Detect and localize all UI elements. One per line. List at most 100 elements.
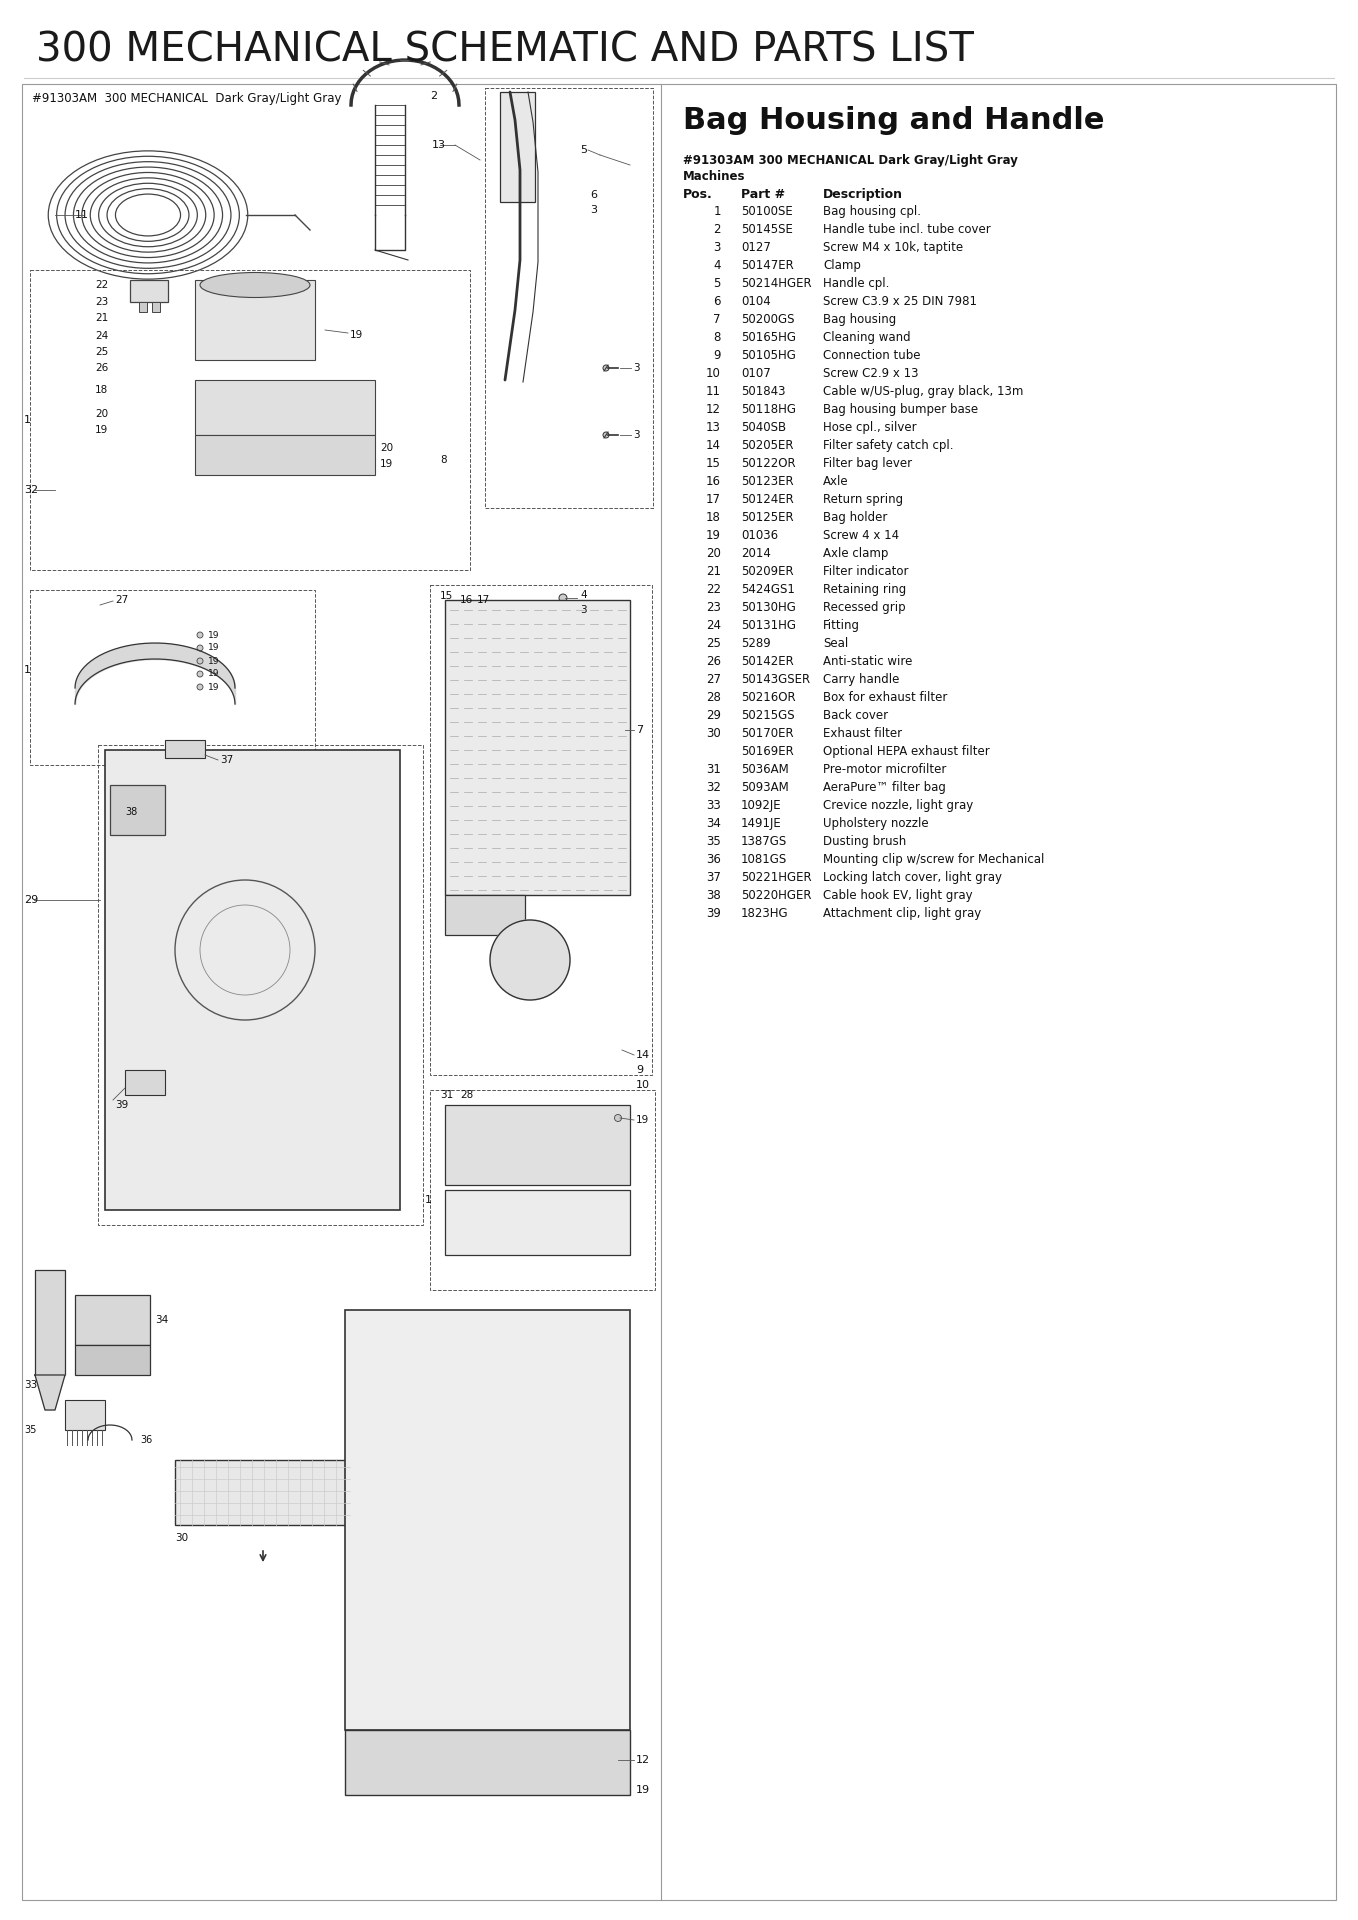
- Text: 19: 19: [706, 530, 721, 541]
- Text: 17: 17: [477, 595, 490, 605]
- Text: 13: 13: [706, 420, 721, 434]
- Text: 7: 7: [636, 726, 644, 735]
- Text: 35: 35: [24, 1425, 37, 1434]
- Text: 5289: 5289: [741, 637, 771, 651]
- Text: 5424GS1: 5424GS1: [741, 584, 794, 595]
- Bar: [125, 1069, 166, 1094]
- Text: 19: 19: [208, 630, 220, 639]
- Text: 9: 9: [713, 349, 721, 363]
- Text: Return spring: Return spring: [823, 493, 903, 507]
- Bar: [485, 88, 653, 509]
- Bar: [166, 739, 205, 758]
- Text: 29: 29: [706, 708, 721, 722]
- Text: 3: 3: [633, 430, 640, 440]
- Text: 14: 14: [636, 1050, 650, 1060]
- Text: Recessed grip: Recessed grip: [823, 601, 906, 614]
- Text: Filter bag lever: Filter bag lever: [823, 457, 913, 470]
- Bar: [445, 895, 526, 935]
- Bar: [430, 1091, 655, 1290]
- Ellipse shape: [615, 1114, 622, 1121]
- Bar: [105, 751, 401, 1210]
- Text: 300 MECHANICAL SCHEMATIC AND PARTS LIST: 300 MECHANICAL SCHEMATIC AND PARTS LIST: [37, 31, 974, 69]
- Text: Bag Housing and Handle: Bag Housing and Handle: [683, 106, 1104, 134]
- Ellipse shape: [197, 632, 202, 637]
- Text: Seal: Seal: [823, 637, 849, 651]
- Text: 19: 19: [636, 1116, 649, 1125]
- Text: 3: 3: [580, 605, 587, 614]
- Text: Description: Description: [823, 188, 903, 202]
- Bar: [500, 92, 535, 202]
- Text: Clamp: Clamp: [823, 259, 861, 273]
- Text: 19: 19: [208, 657, 220, 666]
- Text: Bag housing bumper base: Bag housing bumper base: [823, 403, 978, 417]
- Text: 01036: 01036: [741, 530, 778, 541]
- Text: 1: 1: [425, 1194, 432, 1206]
- Text: 50216OR: 50216OR: [741, 691, 796, 705]
- Circle shape: [490, 920, 570, 1000]
- Text: Crevice nozzle, light gray: Crevice nozzle, light gray: [823, 799, 974, 812]
- Text: 50100SE: 50100SE: [741, 205, 793, 219]
- Bar: [175, 1459, 350, 1524]
- Text: Bag holder: Bag holder: [823, 511, 887, 524]
- Text: 39: 39: [706, 906, 721, 920]
- Text: 28: 28: [460, 1091, 473, 1100]
- Text: Axle clamp: Axle clamp: [823, 547, 888, 561]
- Text: Retaining ring: Retaining ring: [823, 584, 906, 595]
- Text: 19: 19: [636, 1786, 650, 1795]
- Text: 50143GSER: 50143GSER: [741, 674, 811, 685]
- Text: 8: 8: [440, 455, 447, 465]
- Text: 16: 16: [706, 474, 721, 488]
- Ellipse shape: [197, 670, 202, 678]
- Text: 19: 19: [350, 330, 363, 340]
- Text: 36: 36: [140, 1434, 152, 1446]
- Text: Connection tube: Connection tube: [823, 349, 921, 363]
- Text: 20: 20: [706, 547, 721, 561]
- Text: 32: 32: [24, 486, 38, 495]
- Text: 4: 4: [580, 589, 587, 599]
- Text: 39: 39: [115, 1100, 128, 1110]
- Text: Axle: Axle: [823, 474, 849, 488]
- Text: Cable hook EV, light gray: Cable hook EV, light gray: [823, 889, 972, 902]
- Text: 21: 21: [706, 564, 721, 578]
- Text: 50147ER: 50147ER: [741, 259, 793, 273]
- Text: Bag housing cpl.: Bag housing cpl.: [823, 205, 921, 219]
- Ellipse shape: [200, 273, 310, 298]
- Text: 31: 31: [706, 762, 721, 776]
- Text: Mounting clip w/screw for Mechanical: Mounting clip w/screw for Mechanical: [823, 852, 1044, 866]
- Ellipse shape: [603, 432, 608, 438]
- Text: 1092JE: 1092JE: [741, 799, 782, 812]
- Text: 6: 6: [589, 190, 598, 200]
- Text: 18: 18: [95, 386, 109, 396]
- Text: 50130HG: 50130HG: [741, 601, 796, 614]
- Polygon shape: [35, 1375, 65, 1409]
- Text: 21: 21: [95, 313, 109, 323]
- Text: Screw C3.9 x 25 DIN 7981: Screw C3.9 x 25 DIN 7981: [823, 296, 976, 307]
- Text: Handle cpl.: Handle cpl.: [823, 276, 889, 290]
- Text: Box for exhaust filter: Box for exhaust filter: [823, 691, 948, 705]
- Text: 1387GS: 1387GS: [741, 835, 788, 849]
- Text: 20: 20: [380, 444, 392, 453]
- Text: 2014: 2014: [741, 547, 771, 561]
- Text: 50214HGER: 50214HGER: [741, 276, 812, 290]
- Text: 19: 19: [208, 670, 220, 678]
- Text: 34: 34: [155, 1315, 168, 1325]
- Text: Attachment clip, light gray: Attachment clip, light gray: [823, 906, 982, 920]
- Text: 2: 2: [430, 90, 437, 102]
- Bar: [30, 271, 470, 570]
- Text: Screw M4 x 10k, taptite: Screw M4 x 10k, taptite: [823, 242, 963, 253]
- Text: 37: 37: [220, 755, 234, 764]
- Text: Cable w/US-plug, gray black, 13m: Cable w/US-plug, gray black, 13m: [823, 386, 1024, 397]
- Text: Pre-motor microfilter: Pre-motor microfilter: [823, 762, 947, 776]
- Ellipse shape: [197, 645, 202, 651]
- Text: 1491JE: 1491JE: [741, 818, 782, 829]
- Text: 23: 23: [95, 298, 109, 307]
- Text: Cleaning wand: Cleaning wand: [823, 330, 911, 344]
- Text: 24: 24: [95, 330, 109, 342]
- Text: 31: 31: [440, 1091, 454, 1100]
- Text: 50221HGER: 50221HGER: [741, 872, 812, 883]
- Bar: [196, 436, 375, 474]
- Text: 16: 16: [460, 595, 473, 605]
- Text: 3: 3: [713, 242, 721, 253]
- Text: 50170ER: 50170ER: [741, 728, 793, 739]
- Bar: [30, 589, 315, 764]
